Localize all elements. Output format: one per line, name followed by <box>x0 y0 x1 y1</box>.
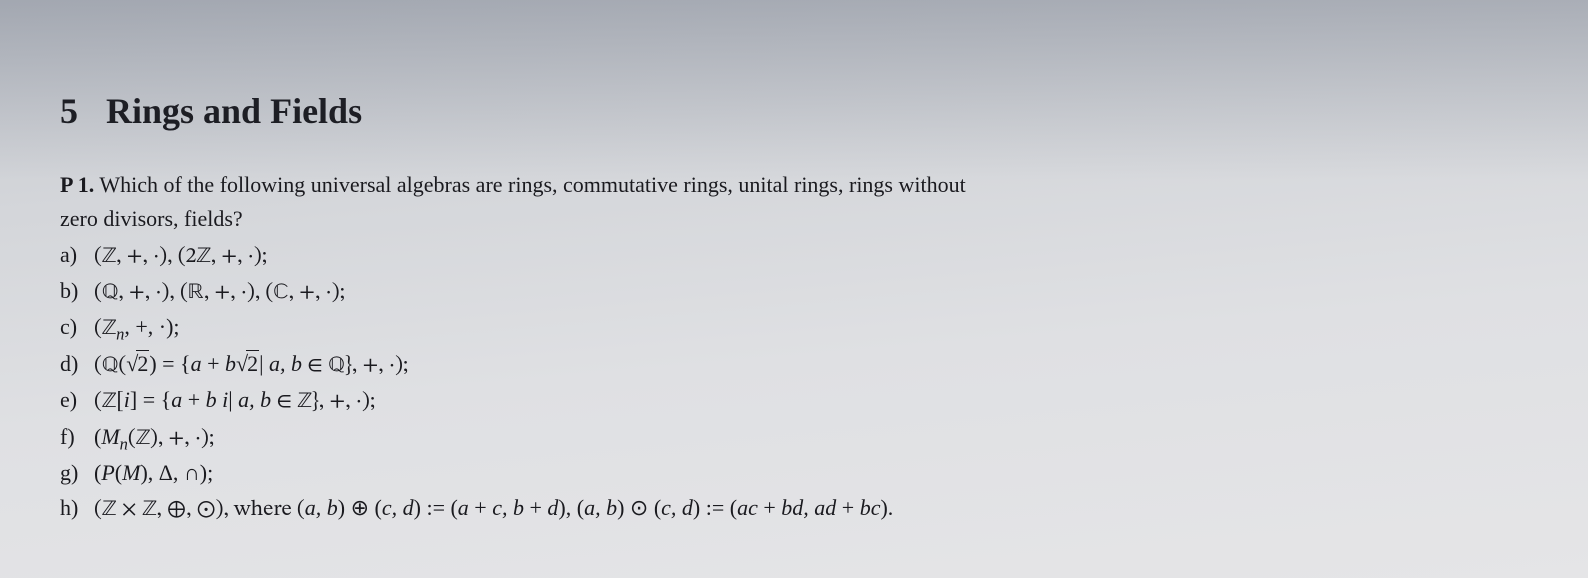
d-p1: (ℚ( <box>94 355 126 377</box>
h-p4: c, d <box>382 495 414 520</box>
h-p17: + <box>758 495 781 520</box>
item-h: h) (ℤ × ℤ, ⊕, ⊙), where (a, b) ⊕ (c, d) … <box>60 491 1528 527</box>
item-label-h: h) <box>60 491 88 525</box>
item-expr-c: (ℤn, +, ·); <box>94 310 180 347</box>
h-p11: ), ( <box>558 495 584 520</box>
items-list: a) (ℤ, +, ·), (2ℤ, +, ·); b) (ℚ, +, ·), … <box>60 238 1528 526</box>
h-p10: d <box>547 495 558 520</box>
d-p7: a, b <box>269 351 302 376</box>
h-p16: ac <box>737 495 758 520</box>
d-p3: a <box>191 351 202 376</box>
item-label-e: e) <box>60 383 88 417</box>
section-number: 5 <box>60 90 78 132</box>
e-p9: ∈ ℤ}, +, ·); <box>271 391 375 413</box>
e-p6: b i <box>206 387 229 412</box>
item-g: g) (P(M), Δ, ∩); <box>60 456 1528 490</box>
problem-block: P 1. Which of the following universal al… <box>60 168 1528 527</box>
g-p3: M <box>122 460 140 485</box>
h-p14: c, d <box>661 495 693 520</box>
item-expr-e: (ℤ[i] = {a + b i| a, b ∈ ℤ}, +, ·); <box>94 383 375 419</box>
e-p8: a, b <box>238 387 271 412</box>
item-f: f) (Mn(ℤ), +, ·); <box>60 420 1528 457</box>
e-p7: | <box>228 387 238 412</box>
item-expr-a: (ℤ, +, ·), (2ℤ, +, ·); <box>94 240 267 274</box>
h-p18: bd, ad <box>781 495 836 520</box>
item-expr-f: (Mn(ℤ), +, ·); <box>94 420 214 457</box>
d-sqrt-arg: 2 <box>136 350 149 376</box>
h-p13: ) ⊙ ( <box>617 495 661 520</box>
h-p1: (ℤ × ℤ, ⊕, ⊙), where ( <box>94 499 305 521</box>
h-p3: ) ⊕ ( <box>338 495 382 520</box>
question-line-2: zero divisors, fields? <box>60 202 1528 236</box>
item-expr-b: (ℚ, +, ·), (ℝ, +, ·), (ℂ, +, ·); <box>94 276 345 310</box>
sqrt-icon: 2 <box>126 347 149 381</box>
d-p2: ) = { <box>149 351 190 376</box>
f-p2: (ℤ), +, ·); <box>128 428 214 450</box>
item-expr-h: (ℤ × ℤ, ⊕, ⊙), where (a, b) ⊕ (c, d) := … <box>94 491 893 527</box>
e-p1: (ℤ[ <box>94 391 124 413</box>
h-p21: ). <box>880 495 893 520</box>
g-p2: ( <box>115 460 122 485</box>
sqrt-icon: 2 <box>236 347 259 381</box>
d-p6: | <box>259 351 269 376</box>
e-p3: ] = { <box>130 387 171 412</box>
h-p2: a, b <box>305 495 338 520</box>
item-label-c: c) <box>60 310 88 344</box>
h-p19: + <box>836 495 859 520</box>
item-label-f: f) <box>60 420 88 454</box>
item-label-b: b) <box>60 274 88 308</box>
section-heading: 5 Rings and Fields <box>60 90 1528 132</box>
h-p20: bc <box>860 495 881 520</box>
e-p4: a <box>171 387 182 412</box>
item-c: c) (ℤn, +, ·); <box>60 310 1528 347</box>
d-p8: ∈ ℚ}, +, ·); <box>302 355 408 377</box>
item-label-d: d) <box>60 347 88 381</box>
h-p9: + <box>524 495 547 520</box>
f-sub: n <box>120 434 128 453</box>
h-p12: a, b <box>584 495 617 520</box>
item-label-g: g) <box>60 456 88 490</box>
item-expr-g: (P(M), Δ, ∩); <box>94 456 213 490</box>
e-p5: + <box>182 387 205 412</box>
item-d: d) (ℚ(2) = {a + b2| a, b ∈ ℚ}, +, ·); <box>60 347 1528 383</box>
h-p8: c, b <box>492 495 524 520</box>
item-a: a) (ℤ, +, ·), (2ℤ, +, ·); <box>60 238 1528 274</box>
item-expr-d: (ℚ(2) = {a + b2| a, b ∈ ℚ}, +, ·); <box>94 347 408 383</box>
item-b: b) (ℚ, +, ·), (ℝ, +, ·), (ℂ, +, ·); <box>60 274 1528 310</box>
h-p6: a <box>458 495 469 520</box>
f-cal: M <box>101 424 119 449</box>
item-label-a: a) <box>60 238 88 272</box>
section-title: Rings and Fields <box>106 90 362 132</box>
h-p15: ) := ( <box>693 495 737 520</box>
item-e: e) (ℤ[i] = {a + b i| a, b ∈ ℤ}, +, ·); <box>60 383 1528 419</box>
problem-question: P 1. Which of the following universal al… <box>60 168 1528 202</box>
expr-c-pre: (ℤ <box>94 318 116 340</box>
expr-c-post: , +, ·); <box>124 314 179 339</box>
g-p4: ), Δ, ∩); <box>140 460 213 485</box>
d-p4: + <box>202 351 225 376</box>
h-p5: ) := ( <box>414 495 458 520</box>
problem-label: P 1. <box>60 172 94 197</box>
d-p5: b <box>225 351 236 376</box>
h-p7: + <box>469 495 492 520</box>
question-line-1: Which of the following universal algebra… <box>99 172 965 197</box>
d-sqrt-arg2: 2 <box>246 350 259 376</box>
g-cal: P <box>101 460 114 485</box>
